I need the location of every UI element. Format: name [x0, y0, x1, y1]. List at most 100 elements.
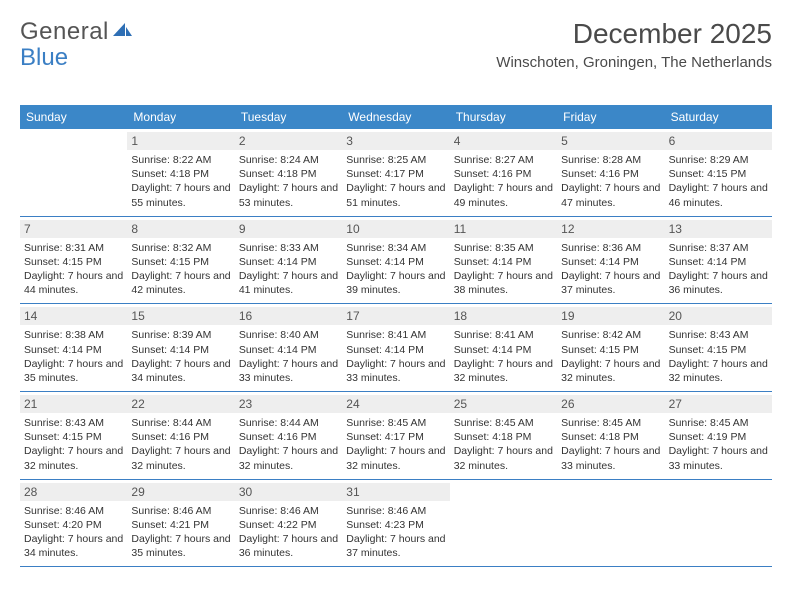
- day-info: Sunrise: 8:46 AMSunset: 4:21 PMDaylight:…: [131, 504, 230, 561]
- day-cell: 29 Sunrise: 8:46 AMSunset: 4:21 PMDayligh…: [127, 480, 234, 567]
- day-cell: 7 Sunrise: 8:31 AMSunset: 4:15 PMDaylight…: [20, 217, 127, 304]
- day-cell: 14 Sunrise: 8:38 AMSunset: 4:14 PMDayligh…: [20, 304, 127, 391]
- day-info: Sunrise: 8:32 AMSunset: 4:15 PMDaylight:…: [131, 241, 230, 298]
- date-number: 3: [342, 132, 449, 150]
- day-cell: 12Sunrise: 8:36 AMSunset: 4:14 PMDayligh…: [557, 217, 664, 304]
- day-cell: 22 Sunrise: 8:44 AMSunset: 4:16 PMDayligh…: [127, 392, 234, 479]
- date-number: 17: [342, 307, 449, 325]
- day-info: Sunrise: 8:43 AMSunset: 4:15 PMDaylight:…: [24, 416, 123, 473]
- day-info: Sunrise: 8:43 AMSunset: 4:15 PMDaylight:…: [669, 328, 768, 385]
- date-number: 19: [557, 307, 664, 325]
- day-cell: 30Sunrise: 8:46 AMSunset: 4:22 PMDayligh…: [235, 480, 342, 567]
- daynames-row: SundayMondayTuesdayWednesdayThursdayFrid…: [20, 105, 772, 129]
- header: General December 2025 Winschoten, Gronin…: [20, 18, 772, 71]
- empty-cell: [557, 480, 664, 567]
- dayname: Thursday: [450, 105, 557, 129]
- day-cell: 5Sunrise: 8:28 AMSunset: 4:16 PMDaylight…: [557, 129, 664, 216]
- day-cell: 10 Sunrise: 8:34 AMSunset: 4:14 PMDayligh…: [342, 217, 449, 304]
- location: Winschoten, Groningen, The Netherlands: [496, 54, 772, 71]
- date-number: 29: [127, 483, 234, 501]
- date-number: 24: [342, 395, 449, 413]
- day-cell: 15 Sunrise: 8:39 AMSunset: 4:14 PMDayligh…: [127, 304, 234, 391]
- date-number: 13: [665, 220, 772, 238]
- date-number: 27: [665, 395, 772, 413]
- date-number: 7: [20, 220, 127, 238]
- empty-cell: [665, 480, 772, 567]
- date-number: 31: [342, 483, 449, 501]
- day-cell: 4 Sunrise: 8:27 AMSunset: 4:16 PMDaylight…: [450, 129, 557, 216]
- date-number: 6: [665, 132, 772, 150]
- date-number: 21: [20, 395, 127, 413]
- dayname: Saturday: [665, 105, 772, 129]
- day-cell: 28 Sunrise: 8:46 AMSunset: 4:20 PMDayligh…: [20, 480, 127, 567]
- day-cell: 8 Sunrise: 8:32 AMSunset: 4:15 PMDaylight…: [127, 217, 234, 304]
- day-cell: 27 Sunrise: 8:45 AMSunset: 4:19 PMDayligh…: [665, 392, 772, 479]
- day-info: Sunrise: 8:37 AMSunset: 4:14 PMDaylight:…: [669, 241, 768, 298]
- day-info: Sunrise: 8:46 AMSunset: 4:20 PMDaylight:…: [24, 504, 123, 561]
- logo-text-2: Blue: [20, 44, 68, 72]
- date-number: 20: [665, 307, 772, 325]
- day-cell: 9 Sunrise: 8:33 AMSunset: 4:14 PMDaylight…: [235, 217, 342, 304]
- day-cell: 26Sunrise: 8:45 AMSunset: 4:18 PMDayligh…: [557, 392, 664, 479]
- day-info: Sunrise: 8:46 AMSunset: 4:23 PMDaylight:…: [346, 504, 445, 561]
- day-cell: 23 Sunrise: 8:44 AMSunset: 4:16 PMDayligh…: [235, 392, 342, 479]
- date-number: 1: [127, 132, 234, 150]
- day-cell: 1Sunrise: 8:22 AMSunset: 4:18 PMDaylight…: [127, 129, 234, 216]
- day-info: Sunrise: 8:44 AMSunset: 4:16 PMDaylight:…: [131, 416, 230, 473]
- dayname: Friday: [557, 105, 664, 129]
- empty-cell: [20, 129, 127, 216]
- date-number: 9: [235, 220, 342, 238]
- dayname: Sunday: [20, 105, 127, 129]
- day-info: Sunrise: 8:34 AMSunset: 4:14 PMDaylight:…: [346, 241, 445, 298]
- week-row: 21 Sunrise: 8:43 AMSunset: 4:15 PMDayligh…: [20, 392, 772, 480]
- day-info: Sunrise: 8:38 AMSunset: 4:14 PMDaylight:…: [24, 328, 123, 385]
- date-number: 8: [127, 220, 234, 238]
- day-cell: 25 Sunrise: 8:45 AMSunset: 4:18 PMDayligh…: [450, 392, 557, 479]
- month-title: December 2025: [496, 18, 772, 50]
- date-number: 14: [20, 307, 127, 325]
- date-number: 28: [20, 483, 127, 501]
- date-number: 18: [450, 307, 557, 325]
- week-row: 28 Sunrise: 8:46 AMSunset: 4:20 PMDayligh…: [20, 480, 772, 568]
- date-number: 22: [127, 395, 234, 413]
- dayname: Monday: [127, 105, 234, 129]
- sail-icon: [111, 18, 133, 46]
- day-info: Sunrise: 8:45 AMSunset: 4:19 PMDaylight:…: [669, 416, 768, 473]
- day-cell: 11Sunrise: 8:35 AMSunset: 4:14 PMDayligh…: [450, 217, 557, 304]
- day-info: Sunrise: 8:33 AMSunset: 4:14 PMDaylight:…: [239, 241, 338, 298]
- day-cell: 6 Sunrise: 8:29 AMSunset: 4:15 PMDaylight…: [665, 129, 772, 216]
- date-number: 25: [450, 395, 557, 413]
- day-cell: 13 Sunrise: 8:37 AMSunset: 4:14 PMDayligh…: [665, 217, 772, 304]
- day-info: Sunrise: 8:41 AMSunset: 4:14 PMDaylight:…: [454, 328, 553, 385]
- day-info: Sunrise: 8:45 AMSunset: 4:17 PMDaylight:…: [346, 416, 445, 473]
- date-number: 11: [450, 220, 557, 238]
- date-number: 2: [235, 132, 342, 150]
- day-info: Sunrise: 8:39 AMSunset: 4:14 PMDaylight:…: [131, 328, 230, 385]
- logo-text-1: General: [20, 18, 109, 46]
- week-row: 1Sunrise: 8:22 AMSunset: 4:18 PMDaylight…: [20, 129, 772, 217]
- day-info: Sunrise: 8:29 AMSunset: 4:15 PMDaylight:…: [669, 153, 768, 210]
- date-number: 10: [342, 220, 449, 238]
- day-info: Sunrise: 8:27 AMSunset: 4:16 PMDaylight:…: [454, 153, 553, 210]
- day-cell: 31 Sunrise: 8:46 AMSunset: 4:23 PMDayligh…: [342, 480, 449, 567]
- dayname: Tuesday: [235, 105, 342, 129]
- day-cell: 2Sunrise: 8:24 AMSunset: 4:18 PMDaylight…: [235, 129, 342, 216]
- empty-cell: [450, 480, 557, 567]
- date-number: 4: [450, 132, 557, 150]
- day-cell: 21 Sunrise: 8:43 AMSunset: 4:15 PMDayligh…: [20, 392, 127, 479]
- day-cell: 16Sunrise: 8:40 AMSunset: 4:14 PMDayligh…: [235, 304, 342, 391]
- date-number: 12: [557, 220, 664, 238]
- day-info: Sunrise: 8:41 AMSunset: 4:14 PMDaylight:…: [346, 328, 445, 385]
- day-info: Sunrise: 8:45 AMSunset: 4:18 PMDaylight:…: [561, 416, 660, 473]
- calendar: SundayMondayTuesdayWednesdayThursdayFrid…: [20, 105, 772, 567]
- day-info: Sunrise: 8:28 AMSunset: 4:16 PMDaylight:…: [561, 153, 660, 210]
- day-cell: 17 Sunrise: 8:41 AMSunset: 4:14 PMDayligh…: [342, 304, 449, 391]
- day-cell: 18 Sunrise: 8:41 AMSunset: 4:14 PMDayligh…: [450, 304, 557, 391]
- day-info: Sunrise: 8:45 AMSunset: 4:18 PMDaylight:…: [454, 416, 553, 473]
- date-number: 15: [127, 307, 234, 325]
- week-row: 7 Sunrise: 8:31 AMSunset: 4:15 PMDaylight…: [20, 217, 772, 305]
- date-number: 30: [235, 483, 342, 501]
- day-info: Sunrise: 8:44 AMSunset: 4:16 PMDaylight:…: [239, 416, 338, 473]
- day-info: Sunrise: 8:31 AMSunset: 4:15 PMDaylight:…: [24, 241, 123, 298]
- date-number: 23: [235, 395, 342, 413]
